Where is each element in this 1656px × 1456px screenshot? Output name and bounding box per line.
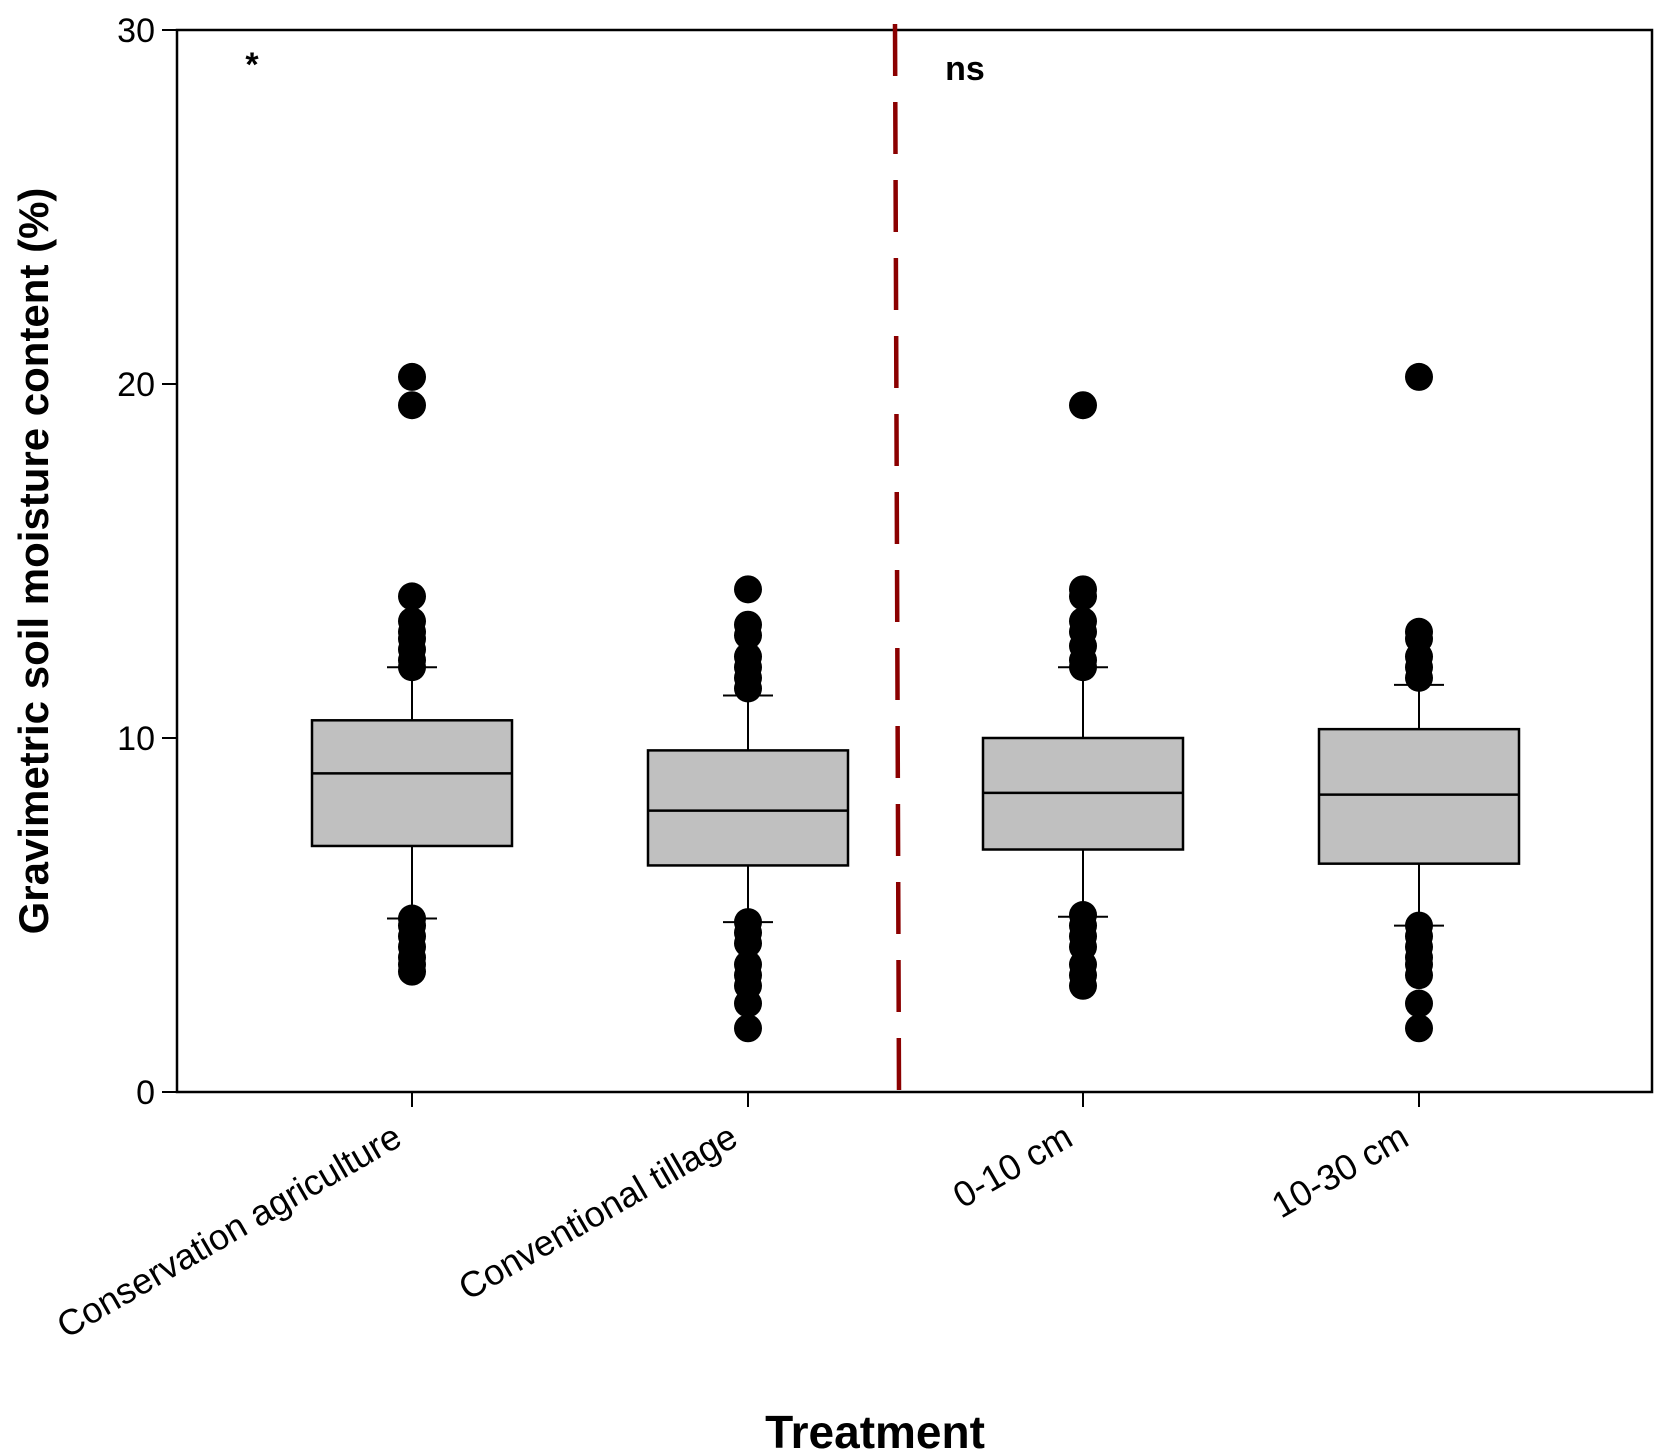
outlier-point — [398, 957, 426, 986]
x-axis-label: Treatment — [765, 1406, 985, 1456]
annotation-right-significance: ns — [945, 50, 985, 88]
y-axis: 0 10 20 30 — [117, 12, 177, 1112]
y-tick-label: 20 — [117, 366, 155, 404]
box-group-1 — [310, 362, 514, 986]
outlier-point — [734, 621, 762, 650]
outlier-point — [734, 929, 762, 958]
y-tick-label: 10 — [117, 720, 155, 758]
outlier-point — [734, 674, 762, 703]
box-group-2 — [646, 575, 850, 1043]
boxes-layer — [310, 362, 1521, 1043]
outlier-point — [398, 653, 426, 682]
outlier-point — [1405, 1014, 1433, 1043]
x-category-label: 0-10 cm — [946, 1115, 1079, 1216]
outlier-point — [1069, 971, 1097, 1000]
x-category-label: 10-30 cm — [1265, 1115, 1415, 1226]
box-iqr — [310, 719, 514, 848]
y-tick-label: 0 — [136, 1074, 155, 1112]
y-tick-label: 30 — [117, 12, 155, 50]
outlier-point — [1405, 989, 1433, 1018]
outlier-point — [734, 989, 762, 1018]
divider-layer — [892, 23, 902, 1093]
outlier-point — [398, 582, 426, 611]
outlier-point — [1405, 362, 1433, 391]
outlier-point — [1069, 582, 1097, 611]
box-iqr — [1317, 727, 1521, 865]
x-axis: Conservation agriculture Conventional til… — [50, 1092, 1420, 1346]
box-iqr — [646, 749, 850, 867]
x-category-label: Conservation agriculture — [50, 1115, 408, 1346]
outlier-point — [398, 362, 426, 391]
plot-frame — [175, 28, 1654, 1094]
outlier-point — [1069, 391, 1097, 420]
group-divider-line — [892, 23, 902, 1093]
box-group-4 — [1317, 362, 1521, 1043]
x-category-label: Conventional tillage — [451, 1115, 744, 1308]
box-group-3 — [981, 391, 1185, 1000]
annotation-left-significance: * — [245, 46, 259, 84]
y-axis-label: Gravimetric soil moisture content (%) — [10, 188, 57, 935]
outlier-point — [734, 1014, 762, 1043]
outlier-point — [1405, 961, 1433, 990]
outlier-point — [1069, 653, 1097, 682]
outlier-point — [1405, 663, 1433, 692]
outlier-point — [398, 391, 426, 420]
outlier-point — [734, 575, 762, 604]
